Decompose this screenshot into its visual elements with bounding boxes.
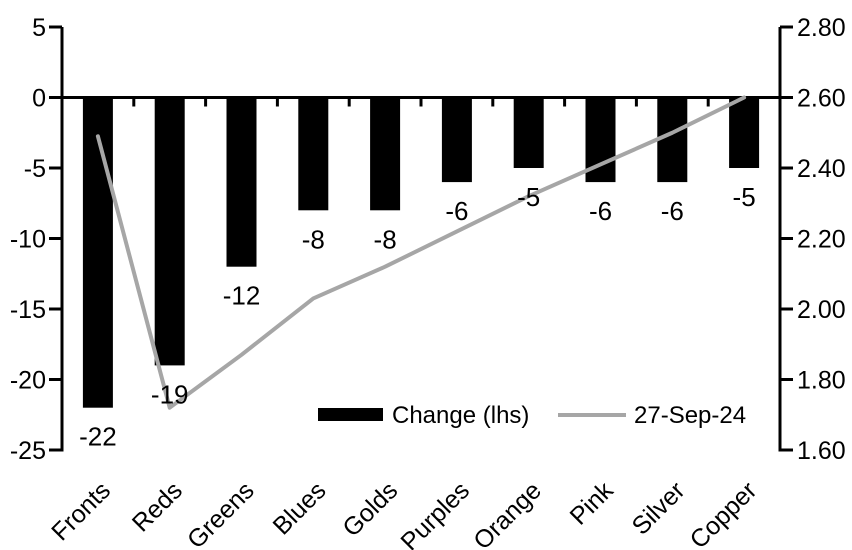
bar-value-label-pink: -6 — [589, 196, 612, 226]
bar-value-label-copper: -5 — [733, 182, 756, 212]
bar-blues — [298, 97, 329, 211]
bar-value-label-greens: -12 — [223, 281, 261, 311]
legend-label-change: Change (lhs) — [392, 402, 529, 429]
right-axis-tick-labels: 2.80 2.60 2.40 2.20 2.00 1.80 1.60 — [797, 14, 846, 465]
legend: Change (lhs) 27-Sep-24 — [318, 402, 746, 429]
line-series-path — [95, 95, 747, 410]
legend-label-27-sep-24: 27-Sep-24 — [634, 402, 746, 429]
left-axis-tick-label: -15 — [10, 296, 46, 324]
category-label-blues: Blues — [268, 476, 332, 540]
bar-golds — [370, 97, 401, 211]
bar-silver — [657, 97, 688, 183]
bar-value-label-fronts: -22 — [79, 422, 117, 452]
category-label-fronts: Fronts — [46, 476, 116, 546]
left-axis-tick-label: -20 — [10, 367, 46, 395]
left-axis-tick-labels: 5 0 -5 -10 -15 -20 -25 — [10, 14, 46, 465]
bar-value-label-blues: -8 — [302, 224, 325, 254]
legend-bar-swatch — [318, 408, 383, 421]
category-label-silver: Silver — [627, 476, 691, 540]
category-label-reds: Reds — [127, 476, 188, 537]
bar-value-label-orange: -5 — [517, 182, 540, 212]
left-axis-tick-label: 5 — [32, 14, 46, 42]
right-axis-tick-label: 2.40 — [797, 155, 846, 183]
bar-reds — [154, 97, 185, 366]
right-axis-tick-label: 2.20 — [797, 226, 846, 254]
bar-copper — [729, 97, 760, 168]
bar-orange — [513, 97, 544, 168]
bar-value-label-reds: -19 — [151, 379, 189, 409]
bar-greens — [226, 97, 257, 267]
category-label-copper: Copper — [685, 476, 763, 550]
bar-series-change — [82, 97, 760, 408]
right-axis-tick-label: 2.00 — [797, 296, 846, 324]
bar-value-labels: -22 -19 -12 -8 -8 -6 -5 -6 -6 -5 — [79, 182, 756, 452]
category-label-pink: Pink — [565, 476, 620, 531]
right-axis-tick-label: 1.80 — [797, 367, 846, 395]
bar-purples — [441, 97, 472, 183]
left-axis-tick-label: 0 — [32, 85, 46, 113]
bar-fronts — [82, 97, 113, 408]
bar-value-label-purples: -6 — [445, 196, 468, 226]
left-axis-tick-label: -10 — [10, 226, 46, 254]
right-axis-tick-label: 1.60 — [797, 437, 846, 465]
right-axis-tick-label: 2.60 — [797, 85, 846, 113]
line-series-27-sep-24 — [95, 95, 747, 410]
bar-value-label-golds: -8 — [374, 224, 397, 254]
category-label-orange: Orange — [468, 476, 547, 550]
category-label-greens: Greens — [182, 476, 260, 550]
category-label-purples: Purples — [395, 476, 475, 550]
left-axis-tick-label: -25 — [10, 437, 46, 465]
right-axis-tick-label: 2.80 — [797, 14, 846, 42]
category-label-golds: Golds — [337, 476, 403, 542]
left-axis-tick-label: -5 — [24, 155, 46, 183]
bar-value-label-silver: -6 — [661, 196, 684, 226]
